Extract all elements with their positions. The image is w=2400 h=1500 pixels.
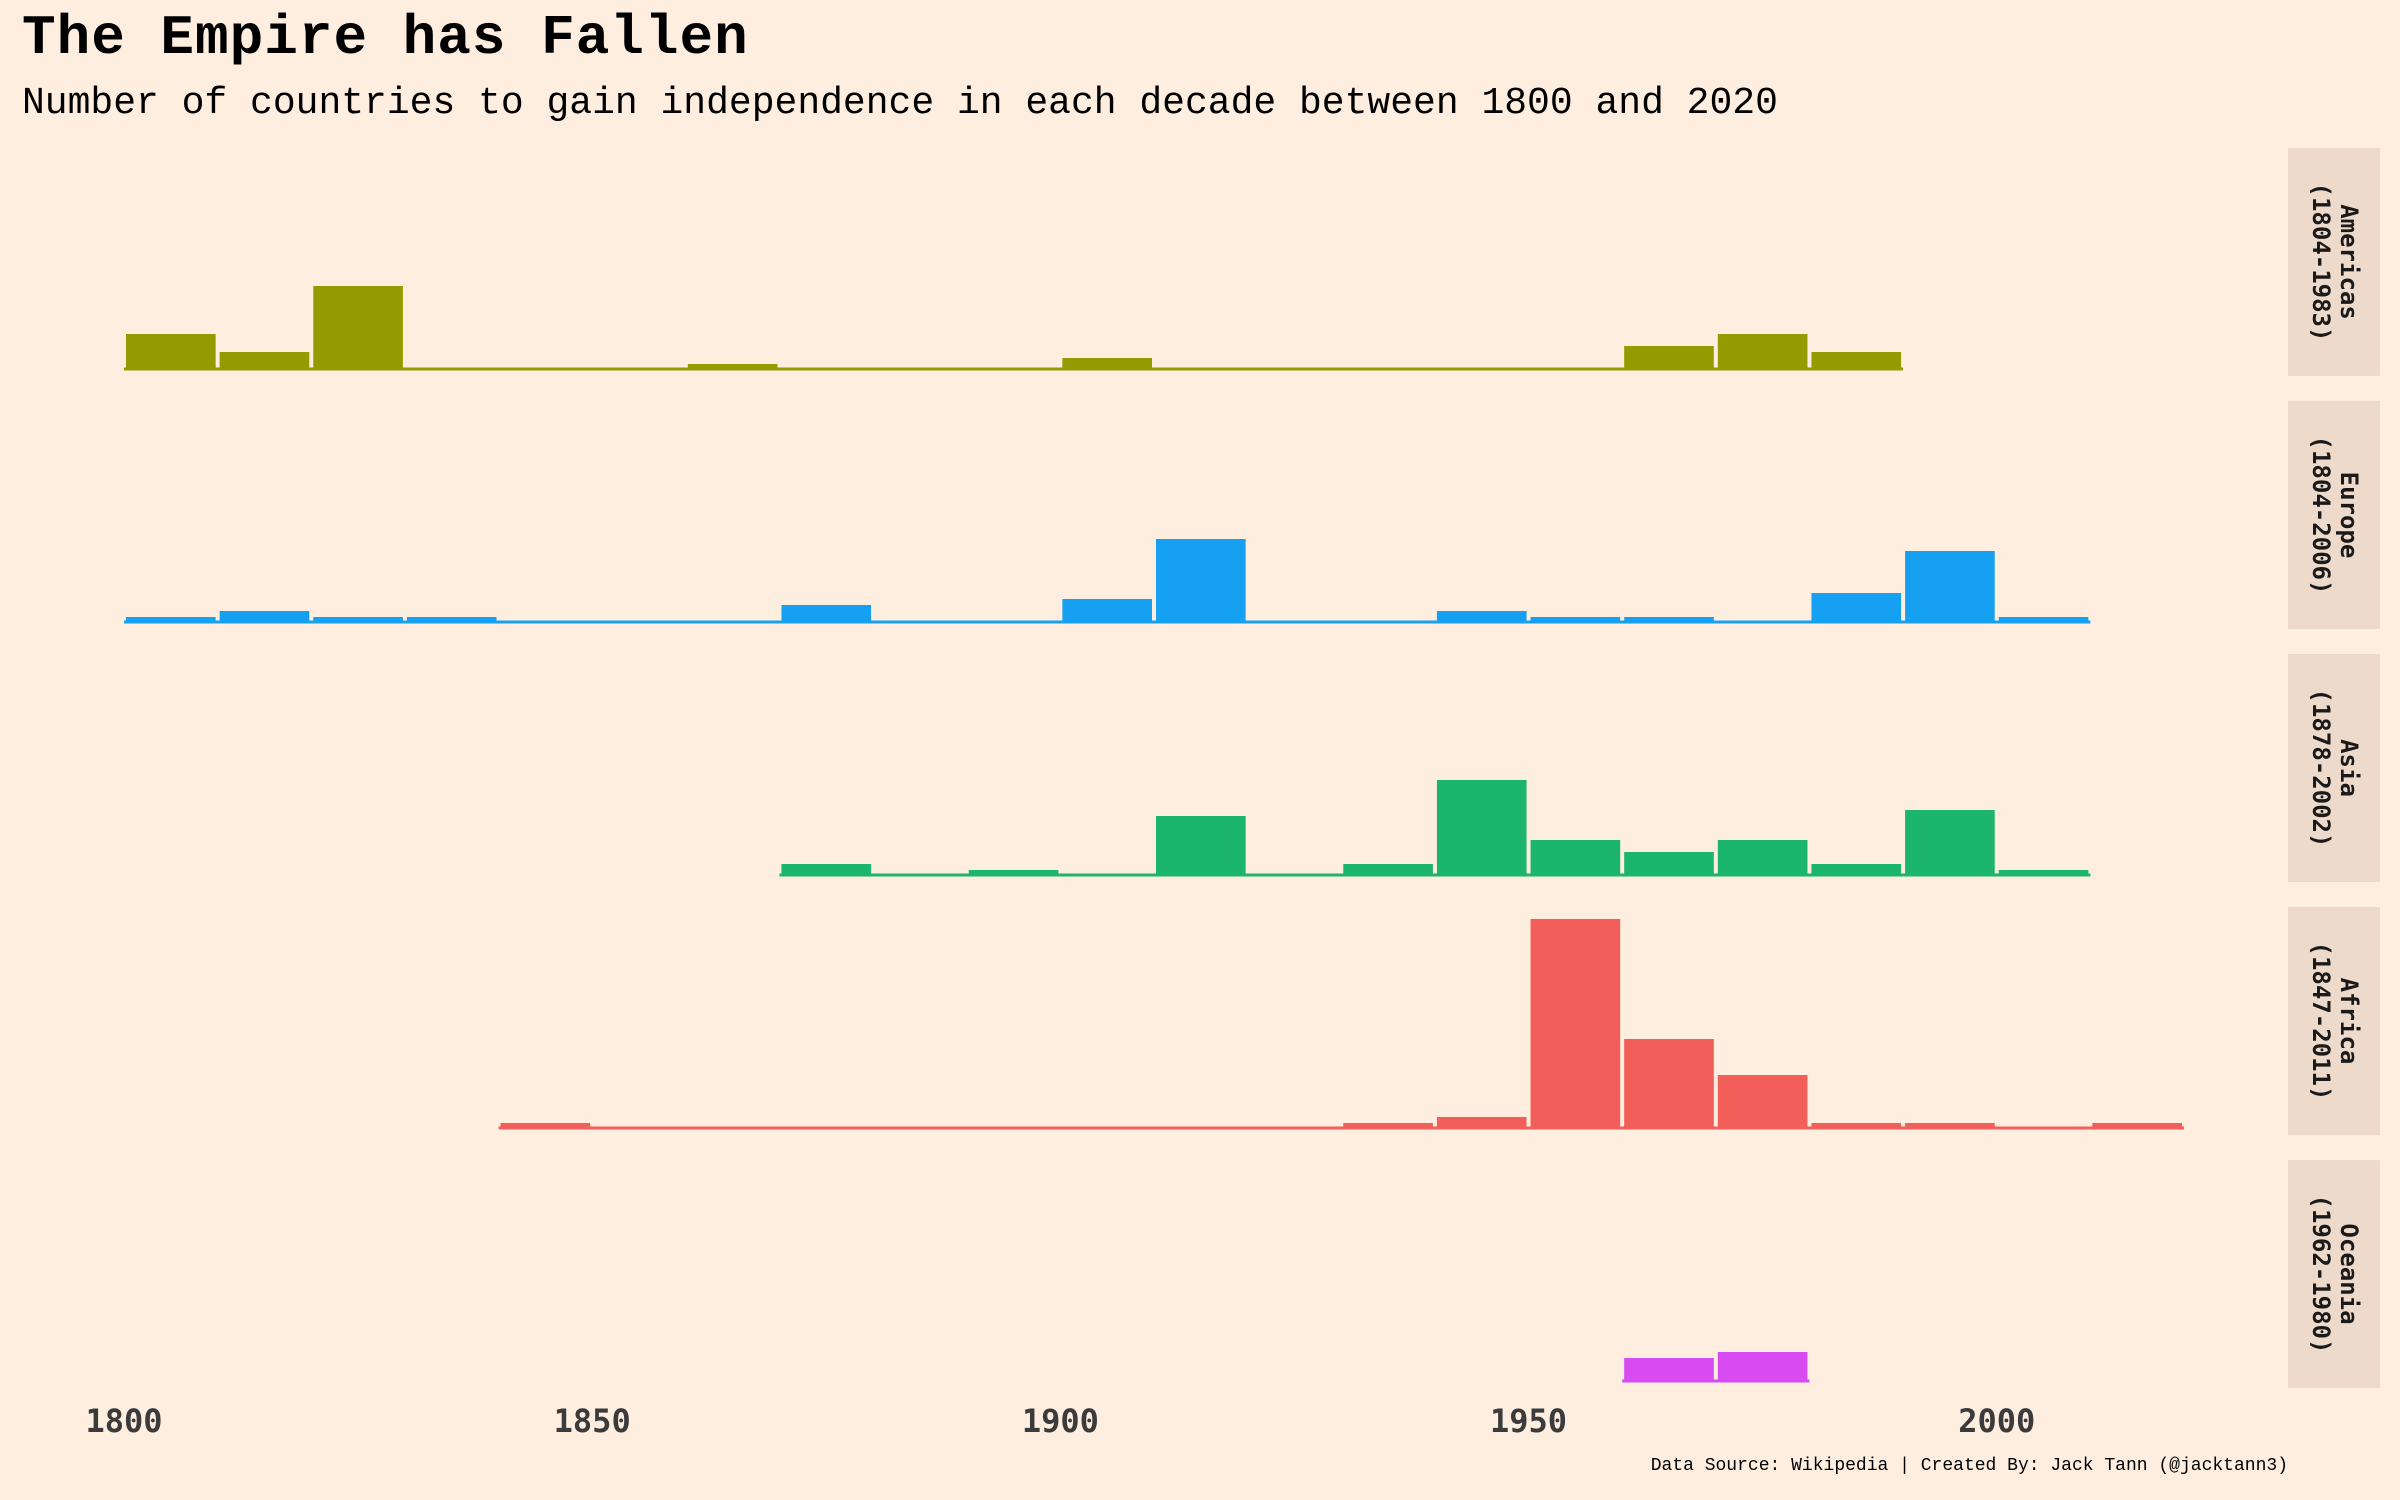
bar-europe-1990: [1905, 551, 1995, 623]
facet-label-oceania: Oceania: [2335, 1223, 2363, 1324]
bar-asia-1980: [1811, 864, 1902, 876]
x-tick-label-1950: 1950: [1490, 1402, 1567, 1440]
x-tick-label-2000: 2000: [1958, 1402, 2035, 1440]
bar-oceania-1960: [1624, 1358, 1714, 1382]
facet-strip-asia: [2288, 654, 2380, 882]
bar-americas-1800: [126, 334, 216, 370]
bar-europe-1900: [1062, 599, 1152, 623]
bar-americas-1860: [687, 364, 778, 370]
facet-range-africa: (1847-2011): [2307, 942, 2335, 1101]
bar-americas-1820: [313, 286, 403, 370]
bar-africa-1970: [1717, 1075, 1808, 1129]
bar-asia-1970: [1717, 840, 1808, 876]
facet-strip-europe: [2288, 401, 2380, 629]
bar-europe-2000: [1998, 617, 2089, 623]
bar-europe-1830: [406, 617, 497, 623]
chart-title: The Empire has Fallen: [22, 6, 749, 70]
data-source-caption: Data Source: Wikipedia | Created By: Jac…: [1650, 1456, 2288, 1476]
bar-americas-1810: [219, 352, 310, 370]
facet-label-asia: Asia: [2335, 739, 2363, 797]
bar-europe-1950: [1530, 617, 1621, 623]
bar-africa-2010: [2092, 1123, 2182, 1129]
bar-africa-1960: [1624, 1039, 1714, 1129]
bar-africa-1840: [500, 1123, 591, 1129]
bar-africa-1930: [1343, 1123, 1433, 1129]
bar-africa-1940: [1436, 1117, 1527, 1129]
bar-asia-2000: [1998, 870, 2089, 876]
facet-label-americas: Americas: [2335, 204, 2363, 320]
bar-europe-1800: [126, 617, 216, 623]
facet-label-europe: Europe: [2335, 472, 2363, 559]
facet-range-asia: (1878-2002): [2307, 689, 2335, 848]
bar-africa-1950: [1530, 919, 1621, 1129]
facet-range-oceania: (1962-1980): [2307, 1195, 2335, 1354]
bar-europe-1980: [1811, 593, 1902, 623]
facet-strip-oceania: [2288, 1160, 2380, 1388]
bar-oceania-1970: [1717, 1352, 1808, 1382]
facet-label-africa: Africa: [2335, 978, 2363, 1065]
bar-asia-1930: [1343, 864, 1433, 876]
bar-europe-1940: [1436, 611, 1527, 623]
bar-asia-1940: [1436, 780, 1527, 876]
bar-americas-1970: [1717, 334, 1808, 370]
bar-europe-1820: [313, 617, 403, 623]
bar-asia-1890: [968, 870, 1059, 876]
bar-americas-1960: [1624, 346, 1714, 370]
bar-europe-1810: [219, 611, 310, 623]
facet-strip-americas: [2288, 148, 2380, 376]
bar-europe-1960: [1624, 617, 1714, 623]
bar-asia-1990: [1905, 810, 1995, 876]
bar-asia-1960: [1624, 852, 1714, 876]
chart-subtitle: Number of countries to gain independence…: [22, 82, 1778, 125]
facet-strip-africa: [2288, 907, 2380, 1135]
bar-americas-1980: [1811, 352, 1902, 370]
bar-africa-1990: [1905, 1123, 1995, 1129]
x-tick-label-1900: 1900: [1022, 1402, 1099, 1440]
bar-asia-1950: [1530, 840, 1621, 876]
bar-europe-1910: [1156, 539, 1246, 623]
bar-asia-1870: [781, 864, 872, 876]
bar-europe-1870: [781, 605, 872, 623]
bar-africa-1980: [1811, 1123, 1902, 1129]
facet-range-americas: (1804-1983): [2307, 183, 2335, 342]
x-tick-label-1850: 1850: [554, 1402, 631, 1440]
x-tick-label-1800: 1800: [85, 1402, 162, 1440]
bar-asia-1910: [1156, 816, 1246, 876]
bar-americas-1900: [1062, 358, 1152, 370]
facet-range-europe: (1804-2006): [2307, 436, 2335, 595]
